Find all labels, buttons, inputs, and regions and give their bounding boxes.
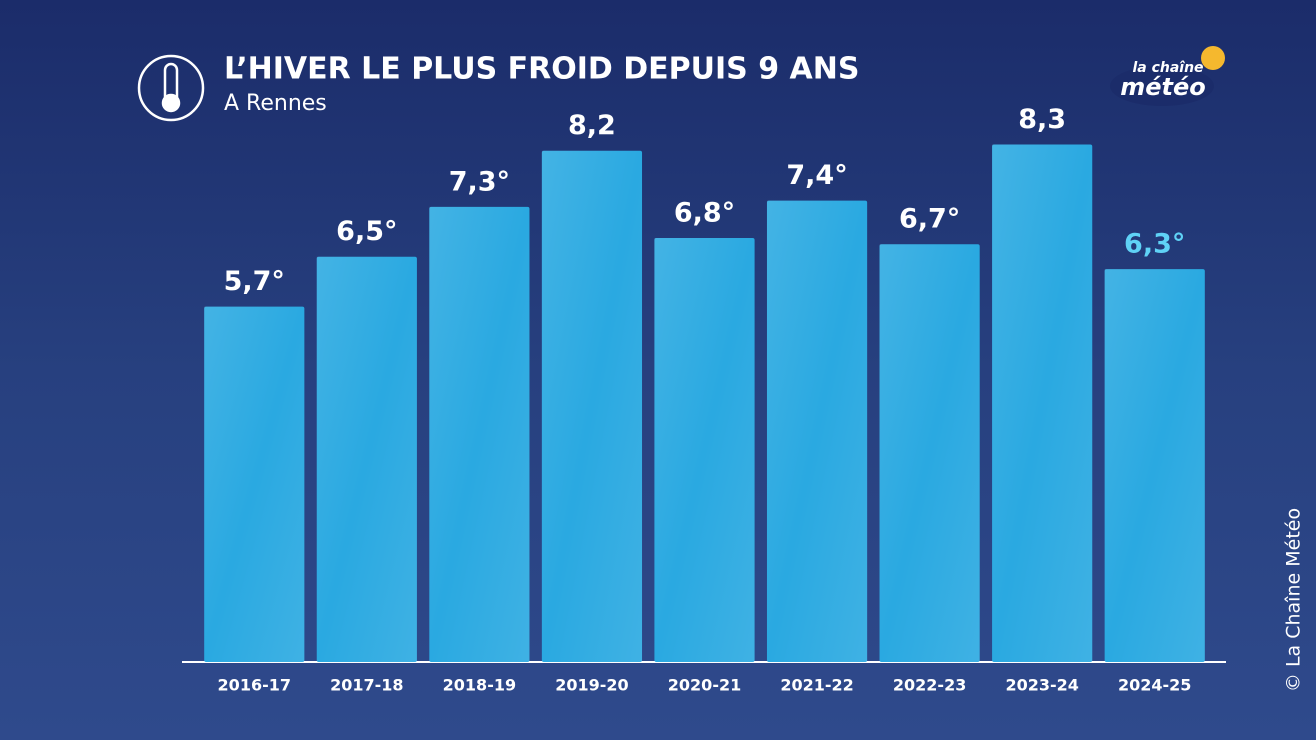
bar (1104, 269, 1205, 662)
bar (654, 238, 755, 662)
value-label: 6,3° (1124, 229, 1185, 260)
value-label: 6,5° (336, 216, 397, 247)
value-label: 6,7° (899, 204, 960, 235)
value-label: 7,4° (786, 160, 847, 191)
bar (766, 200, 868, 662)
bar (204, 306, 305, 662)
x-tick-label: 2020-21 (668, 676, 741, 695)
value-label: 5,7° (224, 266, 285, 297)
bar (879, 244, 980, 662)
logo: la chaîne météo (1110, 46, 1225, 106)
value-label: 8,3 (1018, 104, 1066, 135)
x-tick-label: 2016-17 (218, 676, 291, 695)
thermometer-icon (137, 54, 205, 122)
x-tick-label: 2022-23 (893, 676, 966, 695)
x-tick-label: 2018-19 (443, 676, 516, 695)
chart-subtitle: A Rennes (224, 91, 327, 116)
x-tick-label: 2023-24 (1005, 676, 1078, 695)
x-tick-label: 2021-22 (780, 676, 853, 695)
x-tick-label: 2024-25 (1118, 676, 1191, 695)
bar (429, 206, 530, 662)
credit: © La Chaîne Météo (1283, 508, 1305, 692)
bar (316, 256, 417, 662)
logo-line2: météo (1120, 73, 1206, 101)
bar (541, 150, 643, 663)
logo-line1: la chaîne (1132, 60, 1203, 76)
bar (992, 144, 1093, 662)
value-label: 8,2 (568, 110, 616, 141)
x-tick-label: 2017-18 (330, 676, 403, 695)
value-label: 7,3° (449, 166, 510, 197)
x-tick-label: 2019-20 (555, 676, 628, 695)
chart-title: L’HIVER LE PLUS FROID DEPUIS 9 ANS (224, 52, 859, 87)
value-label: 6,8° (674, 198, 735, 229)
